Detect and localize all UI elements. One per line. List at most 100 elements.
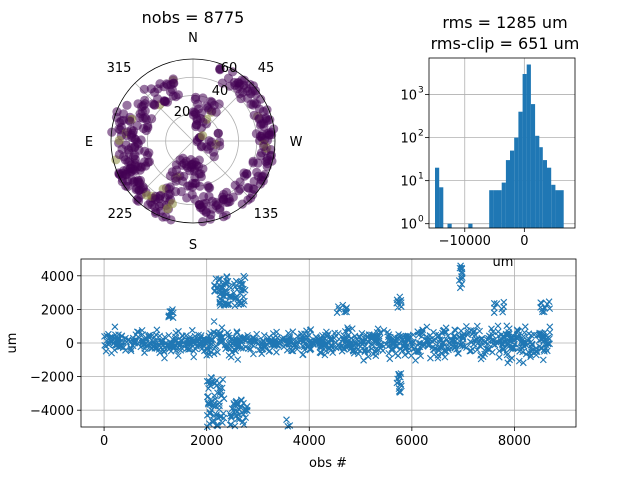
histogram-xtick-label: 0 xyxy=(520,234,528,249)
polar-point xyxy=(125,163,135,173)
polar-point xyxy=(179,171,189,181)
polar-point xyxy=(160,96,171,106)
histogram-bar xyxy=(555,190,560,228)
histogram-plot: rms = 1285 um rms-clip = 651 um −10000 0 1… xyxy=(400,13,579,270)
polar-point xyxy=(117,177,127,187)
polar-point xyxy=(255,179,265,189)
scatter-ytick-label: 0 xyxy=(66,337,74,352)
polar-point xyxy=(127,132,137,142)
polar-point xyxy=(168,74,178,84)
residual-scatter-plot: 0 2000 4000 6000 8000 −4000 −2000 0 2000 4000 obs… xyxy=(5,258,577,471)
polar-point xyxy=(205,183,215,193)
polar-point xyxy=(250,86,261,96)
polar-point xyxy=(150,202,160,212)
polar-point xyxy=(201,207,211,217)
polar-point xyxy=(258,106,268,117)
histogram-bar xyxy=(493,190,498,228)
polar-point xyxy=(215,141,225,151)
scatter-xtick-label: 2000 xyxy=(190,434,223,449)
histogram-bar xyxy=(514,137,519,228)
scatter-ytick-label: 4000 xyxy=(41,270,74,285)
histogram-subtitle: rms-clip = 651 um xyxy=(431,34,580,53)
polar-point xyxy=(196,108,206,118)
histogram-bar xyxy=(559,190,564,228)
polar-point xyxy=(175,155,185,165)
polar-title: nobs = 8775 xyxy=(142,8,245,27)
azimuth-label-315: 315 xyxy=(107,61,132,76)
histogram-ytick-exponent: 3 xyxy=(418,86,424,96)
polar-point xyxy=(196,169,206,179)
histogram-ytick-label: 10 xyxy=(400,132,417,147)
polar-point xyxy=(195,181,205,191)
histogram-bar xyxy=(501,182,506,228)
polar-point xyxy=(211,107,221,117)
polar-point xyxy=(130,142,140,152)
polar-point xyxy=(217,192,227,202)
azimuth-label-135: 135 xyxy=(254,207,279,222)
polar-point xyxy=(236,93,246,104)
polar-point xyxy=(198,217,208,227)
polar-point xyxy=(213,128,223,138)
histogram-xtick-label: −10000 xyxy=(439,234,491,249)
polar-point xyxy=(217,78,227,88)
polar-point xyxy=(256,119,266,129)
polar-point xyxy=(198,93,208,103)
polar-point xyxy=(150,87,160,97)
polar-point xyxy=(197,141,207,151)
histogram-bar xyxy=(542,160,547,228)
polar-point xyxy=(232,84,242,94)
polar-point xyxy=(248,190,258,200)
histogram-bar xyxy=(539,147,543,228)
histogram-bar xyxy=(530,104,536,228)
polar-frame xyxy=(110,58,276,224)
histogram-title: rms = 1285 um xyxy=(442,13,567,32)
histogram-bar xyxy=(505,160,511,228)
polar-radial-labels: 20 40 60 xyxy=(174,61,238,120)
polar-point xyxy=(259,141,269,152)
polar-point xyxy=(211,197,221,207)
polar-point xyxy=(225,196,235,207)
polar-point xyxy=(215,205,225,215)
histogram-xlabel: um xyxy=(493,255,514,270)
scatter-ticks: 0 2000 4000 6000 8000 −4000 −2000 0 2000 4000 xyxy=(30,270,531,449)
scatter-ytick-label: −2000 xyxy=(30,371,74,386)
azimuth-label-45: 45 xyxy=(258,61,275,76)
polar-point xyxy=(248,158,258,168)
histogram-bar xyxy=(535,135,540,228)
compass-label-e: E xyxy=(85,135,93,150)
polar-point xyxy=(206,96,216,106)
polar-point xyxy=(163,80,173,90)
polar-point xyxy=(192,115,203,125)
polar-point xyxy=(205,214,215,224)
polar-point xyxy=(269,124,279,134)
polar-point xyxy=(118,115,128,125)
polar-point xyxy=(139,84,149,94)
polar-point xyxy=(252,167,262,177)
polar-point xyxy=(214,99,224,109)
polar-point xyxy=(206,137,216,147)
scatter-xtick-label: 6000 xyxy=(395,434,428,449)
polar-radial-label-40: 40 xyxy=(212,84,229,99)
histogram-ytick-label: 10 xyxy=(400,218,417,233)
histogram-bar xyxy=(510,150,515,228)
histogram-bar xyxy=(439,187,444,228)
scatter-xtick-label: 8000 xyxy=(498,434,531,449)
polar-point xyxy=(199,199,209,209)
polar-point xyxy=(215,63,225,74)
polar-point xyxy=(185,181,195,191)
histogram-ytick-exponent: 2 xyxy=(418,129,424,139)
histogram-bar xyxy=(489,190,494,228)
polar-point xyxy=(135,179,145,189)
azimuth-label-225: 225 xyxy=(108,207,133,222)
polar-point xyxy=(114,135,124,145)
polar-point xyxy=(256,151,266,161)
polar-point xyxy=(132,195,142,205)
polar-point xyxy=(136,135,146,145)
polar-point xyxy=(140,99,150,109)
compass-label-w: W xyxy=(290,135,303,150)
compass-label-s: S xyxy=(189,238,197,253)
polar-point xyxy=(143,150,153,160)
